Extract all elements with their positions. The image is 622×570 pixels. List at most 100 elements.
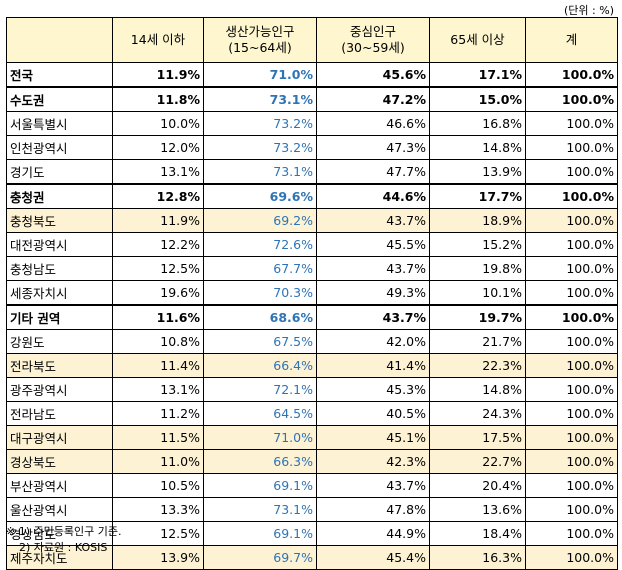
table-row: 강원도 10.8% 67.5% 42.0% 21.7% 100.0% [6, 329, 618, 354]
core-age-value: 43.7% [316, 473, 430, 498]
total-value: 100.0% [525, 377, 618, 402]
total-value: 100.0% [525, 521, 618, 546]
total-value: 100.0% [525, 329, 618, 354]
footnotes: ※ 1) 주민등록인구 기준. 2) 자료원 : KOSIS [6, 524, 121, 556]
table-row: 전라북도 11.4% 66.4% 41.4% 22.3% 100.0% [6, 353, 618, 378]
table-row: 부산광역시 10.5% 69.1% 43.7% 20.4% 100.0% [6, 473, 618, 498]
under14-value: 13.9% [112, 545, 204, 570]
table-row: 서울특별시 10.0% 73.2% 46.6% 16.8% 100.0% [6, 111, 618, 136]
over65-value: 22.3% [429, 353, 526, 378]
total-value: 100.0% [525, 62, 618, 88]
under14-value: 10.5% [112, 473, 204, 498]
working-age-value: 68.6% [203, 304, 317, 330]
working-age-value: 69.6% [203, 183, 317, 209]
under14-value: 12.5% [112, 521, 204, 546]
table-row: 광주광역시 13.1% 72.1% 45.3% 14.8% 100.0% [6, 377, 618, 402]
total-value: 100.0% [525, 256, 618, 281]
core-age-value: 47.8% [316, 497, 430, 522]
table-row: 울산광역시 13.3% 73.1% 47.8% 13.6% 100.0% [6, 497, 618, 522]
total-value: 100.0% [525, 401, 618, 426]
region-name: 부산광역시 [6, 473, 113, 498]
over65-value: 16.3% [429, 545, 526, 570]
over65-value: 16.8% [429, 111, 526, 136]
under14-value: 11.0% [112, 449, 204, 474]
total-value: 100.0% [525, 425, 618, 450]
over65-value: 13.9% [429, 159, 526, 185]
region-name: 경기도 [6, 159, 113, 185]
under14-value: 12.5% [112, 256, 204, 281]
working-age-value: 69.1% [203, 521, 317, 546]
under14-value: 11.9% [112, 208, 204, 233]
region-name: 전라남도 [6, 401, 113, 426]
over65-value: 10.1% [429, 280, 526, 306]
table-row: 충청남도 12.5% 67.7% 43.7% 19.8% 100.0% [6, 256, 618, 281]
working-age-value: 73.2% [203, 135, 317, 160]
total-value: 100.0% [525, 208, 618, 233]
under14-value: 12.8% [112, 183, 204, 209]
under14-value: 11.2% [112, 401, 204, 426]
header-over65: 65세 이상 [429, 17, 526, 63]
under14-value: 13.3% [112, 497, 204, 522]
header-total: 계 [525, 17, 618, 63]
table-header-row: 14세 이하 생산가능인구 (15~64세) 중심인구 (30~59세) 65세… [6, 17, 618, 63]
over65-value: 18.9% [429, 208, 526, 233]
table-row: 경상북도 11.0% 66.3% 42.3% 22.7% 100.0% [6, 449, 618, 474]
over65-value: 17.5% [429, 425, 526, 450]
working-age-value: 70.3% [203, 280, 317, 306]
table-row: 세종자치시 19.6% 70.3% 49.3% 10.1% 100.0% [6, 280, 618, 306]
header-core-age: 중심인구 (30~59세) [316, 17, 430, 63]
table-row: 기타 권역 11.6% 68.6% 43.7% 19.7% 100.0% [6, 304, 618, 330]
over65-value: 13.6% [429, 497, 526, 522]
header-under14: 14세 이하 [112, 17, 204, 63]
over65-value: 19.8% [429, 256, 526, 281]
working-age-value: 73.2% [203, 111, 317, 136]
total-value: 100.0% [525, 473, 618, 498]
working-age-value: 69.1% [203, 473, 317, 498]
under14-value: 11.8% [112, 86, 204, 112]
table-row: 충청북도 11.9% 69.2% 43.7% 18.9% 100.0% [6, 208, 618, 233]
total-value: 100.0% [525, 304, 618, 330]
core-age-value: 45.5% [316, 232, 430, 257]
over65-value: 14.8% [429, 135, 526, 160]
over65-value: 21.7% [429, 329, 526, 354]
working-age-value: 73.1% [203, 497, 317, 522]
total-value: 100.0% [525, 353, 618, 378]
region-name: 전라북도 [6, 353, 113, 378]
region-name: 대구광역시 [6, 425, 113, 450]
over65-value: 15.0% [429, 86, 526, 112]
region-name: 충청권 [6, 183, 113, 209]
over65-value: 19.7% [429, 304, 526, 330]
table-row: 전국 11.9% 71.0% 45.6% 17.1% 100.0% [6, 62, 618, 88]
region-name: 경상남도 [6, 521, 113, 546]
population-table: 14세 이하 생산가능인구 (15~64세) 중심인구 (30~59세) 65세… [6, 17, 618, 570]
core-age-value: 44.6% [316, 183, 430, 209]
working-age-value: 71.0% [203, 62, 317, 88]
total-value: 100.0% [525, 183, 618, 209]
region-name: 울산광역시 [6, 497, 113, 522]
total-value: 100.0% [525, 280, 618, 306]
working-age-value: 66.4% [203, 353, 317, 378]
table-row: 전라남도 11.2% 64.5% 40.5% 24.3% 100.0% [6, 401, 618, 426]
core-age-value: 45.6% [316, 62, 430, 88]
region-name: 서울특별시 [6, 111, 113, 136]
core-age-value: 40.5% [316, 401, 430, 426]
total-value: 100.0% [525, 135, 618, 160]
working-age-value: 66.3% [203, 449, 317, 474]
region-name: 충청북도 [6, 208, 113, 233]
working-age-value: 69.2% [203, 208, 317, 233]
total-value: 100.0% [525, 497, 618, 522]
working-age-value: 72.6% [203, 232, 317, 257]
region-name: 전국 [6, 62, 113, 88]
total-value: 100.0% [525, 111, 618, 136]
over65-value: 18.4% [429, 521, 526, 546]
over65-value: 22.7% [429, 449, 526, 474]
under14-value: 10.0% [112, 111, 204, 136]
under14-value: 12.0% [112, 135, 204, 160]
header-region [6, 17, 113, 63]
over65-value: 14.8% [429, 377, 526, 402]
table-row: 충청권 12.8% 69.6% 44.6% 17.7% 100.0% [6, 183, 618, 209]
header-working-age: 생산가능인구 (15~64세) [203, 17, 317, 63]
total-value: 100.0% [525, 545, 618, 570]
table-row: 경기도 13.1% 73.1% 47.7% 13.9% 100.0% [6, 159, 618, 185]
core-age-value: 45.4% [316, 545, 430, 570]
